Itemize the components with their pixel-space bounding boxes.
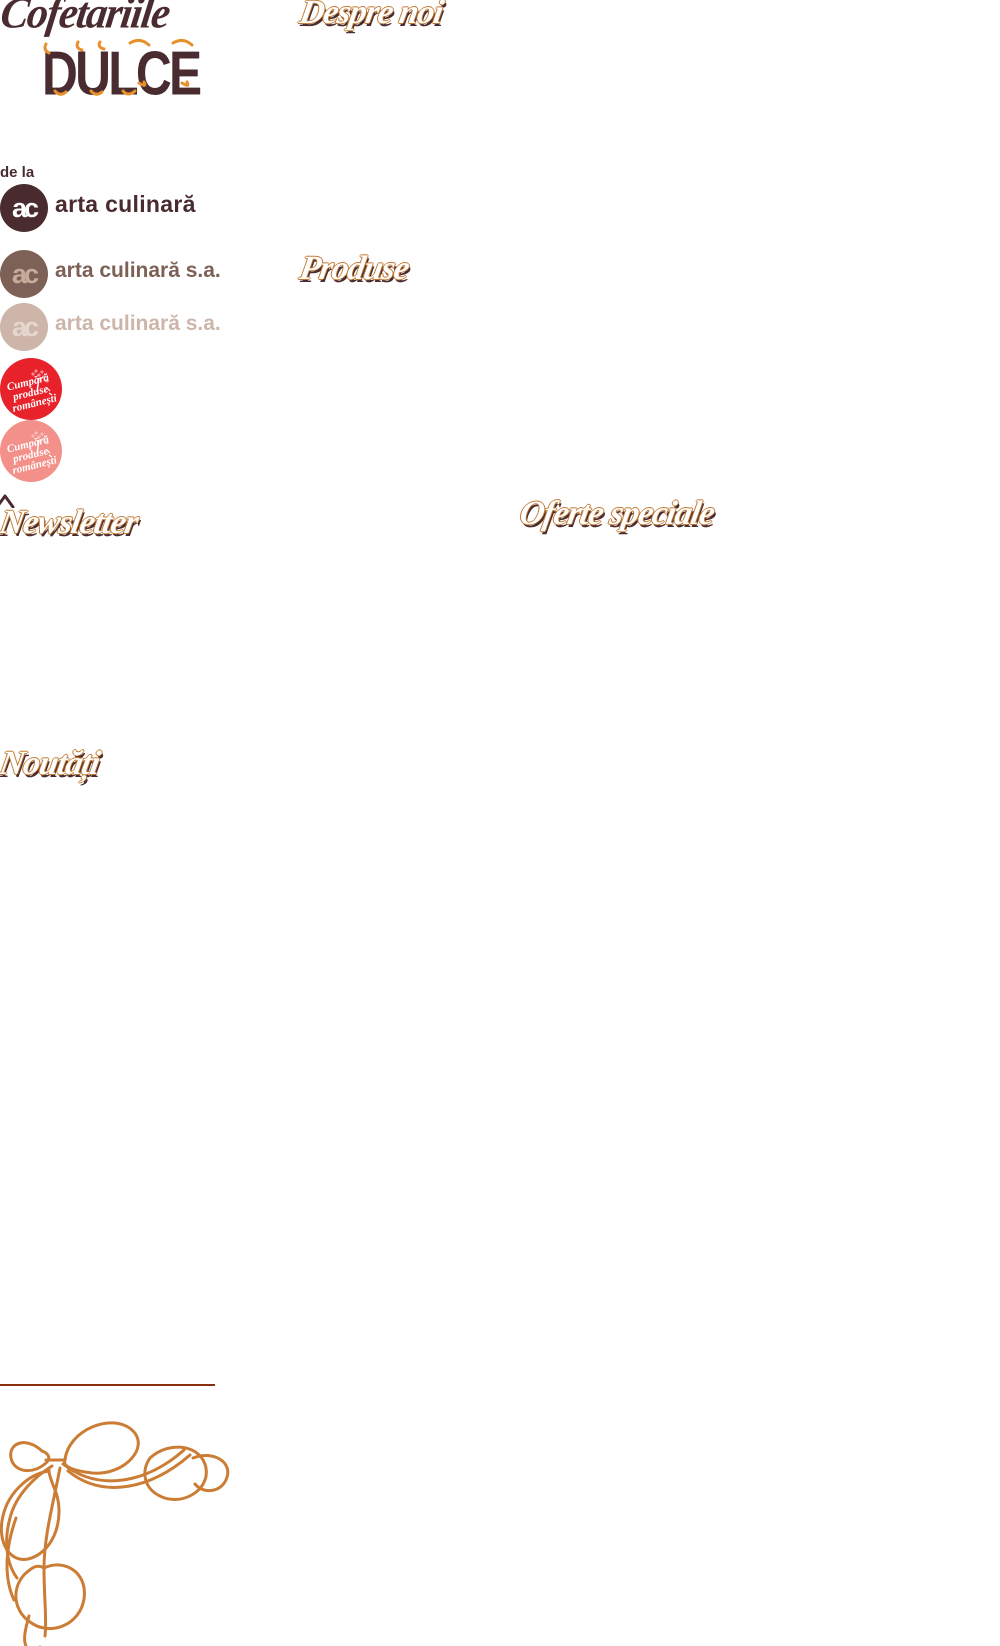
svg-text:ac: ac <box>12 193 39 223</box>
svg-text:ac: ac <box>12 312 39 342</box>
svg-text:ac: ac <box>12 259 39 289</box>
